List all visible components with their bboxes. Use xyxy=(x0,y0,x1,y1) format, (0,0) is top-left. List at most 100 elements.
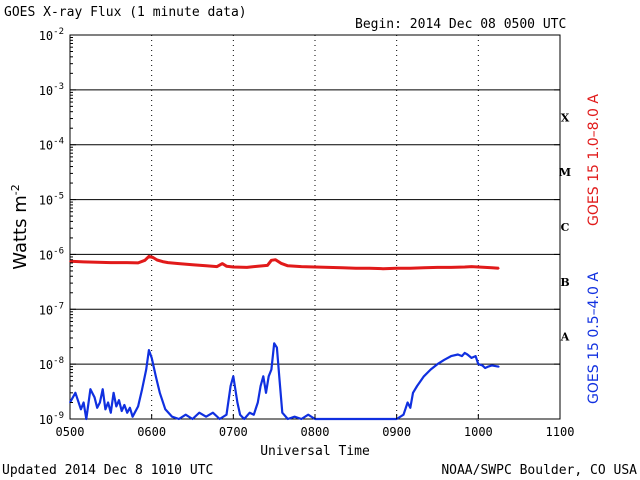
short-channel-point xyxy=(126,411,128,414)
short-channel-point xyxy=(112,392,115,394)
y-tick-label: 10-5 xyxy=(39,192,64,208)
long-channel-point xyxy=(368,267,371,270)
long-channel-point xyxy=(395,267,398,270)
flare-class-labels: X M C B A xyxy=(559,111,571,343)
short-channel-point xyxy=(101,388,104,391)
short-channel-point xyxy=(262,375,265,378)
short-channel-point xyxy=(287,418,289,420)
long-channel-point xyxy=(274,258,277,261)
short-channel-point xyxy=(293,415,296,418)
short-channel-point xyxy=(243,418,245,420)
short-channel-point xyxy=(155,375,157,378)
short-channel-point xyxy=(80,408,82,411)
x-tick-label: 1100 xyxy=(546,425,575,439)
short-channel-point xyxy=(368,418,371,420)
short-channel-point xyxy=(159,392,161,394)
grid xyxy=(70,35,560,419)
y-axis-label-base: Watts m xyxy=(10,195,31,269)
short-channel-point xyxy=(450,355,452,357)
short-channel-point xyxy=(107,401,109,404)
long-channel-point xyxy=(498,267,500,270)
short-channel-point xyxy=(257,401,259,404)
long-channel-point xyxy=(409,267,412,270)
long-channel-point xyxy=(137,262,139,264)
credit-text: NOAA/SWPC Boulder, CO USA xyxy=(441,463,637,478)
short-channel-point xyxy=(300,418,303,420)
long-channel-point xyxy=(161,260,164,263)
long-channel-point xyxy=(450,266,452,269)
short-channel-point xyxy=(461,355,463,357)
y-tick-label: 10-3 xyxy=(39,82,64,98)
legend-long-channel: GOES 15 1.0–8.0 A xyxy=(586,94,602,226)
short-channel-point xyxy=(382,418,384,420)
short-channel-point xyxy=(171,415,173,418)
short-channel-point xyxy=(248,411,251,414)
x-tick-label: 0600 xyxy=(137,425,166,439)
short-channel-point xyxy=(118,399,120,402)
short-channel-point xyxy=(487,365,489,368)
long-channel-point xyxy=(167,261,169,264)
short-channel-point xyxy=(148,349,150,351)
short-channel-point xyxy=(273,342,276,345)
short-channel-point xyxy=(498,365,500,368)
short-channel-point xyxy=(129,407,131,409)
short-channel-point xyxy=(229,385,232,387)
updated-timestamp: Updated 2014 Dec 8 1010 UTC xyxy=(2,463,213,478)
short-channel-point xyxy=(141,388,143,391)
long-channel-point xyxy=(423,267,425,269)
short-channel-point xyxy=(239,413,241,416)
chart-subtitle: Begin: 2014 Dec 08 0500 UTC xyxy=(355,17,566,32)
flare-class-label: X xyxy=(561,111,570,124)
y-tick-label: 10-4 xyxy=(39,137,64,153)
short-channel-point xyxy=(278,379,281,382)
long-channel-point xyxy=(152,256,154,259)
flare-class-label: C xyxy=(561,221,570,234)
short-channel-point xyxy=(225,413,228,416)
long-channel-point xyxy=(216,265,218,268)
short-channel-point xyxy=(307,413,310,416)
short-channel-point xyxy=(429,368,432,371)
long-channel-point xyxy=(266,264,269,267)
long-channel-point xyxy=(144,259,146,262)
short-channel-point xyxy=(270,368,273,371)
short-channel-point xyxy=(484,367,486,369)
short-channel-point xyxy=(470,357,473,359)
long-channel-point xyxy=(477,266,480,268)
long-channel-point xyxy=(270,259,273,262)
short-channel-point xyxy=(232,375,235,378)
short-channel-point xyxy=(120,410,123,412)
short-channel-point xyxy=(265,392,267,394)
short-channel-point xyxy=(457,353,459,356)
short-channel-point xyxy=(99,401,101,404)
short-channel-point xyxy=(402,413,405,416)
x-tick-label: 1000 xyxy=(464,425,493,439)
x-tick-label: 0900 xyxy=(382,425,411,439)
short-channel-point xyxy=(276,346,278,349)
long-channel-point xyxy=(221,262,224,265)
short-channel-point xyxy=(423,375,425,378)
long-channel-point xyxy=(327,266,330,269)
y-axis-label-exp: -2 xyxy=(9,184,22,195)
short-channel-point xyxy=(191,418,194,420)
short-channel-point xyxy=(184,413,187,416)
short-channel-point xyxy=(491,364,493,367)
long-channel-point xyxy=(341,267,344,269)
x-axis-ticks: 0500 0600 0700 0800 0900 1000 1100 xyxy=(56,414,575,439)
long-channel-point xyxy=(246,266,248,269)
long-channel-point xyxy=(69,260,71,263)
short-channel-point xyxy=(85,418,88,420)
short-channel-point xyxy=(150,357,153,359)
short-channel-point xyxy=(281,411,284,414)
long-channel-point xyxy=(355,267,357,270)
short-channel-point xyxy=(137,405,139,408)
y-tick-label: 10-8 xyxy=(39,356,64,372)
long-channel-point xyxy=(148,255,150,258)
chart-title: GOES X-ray Flux (1 minute data) xyxy=(4,5,247,20)
short-channel-point xyxy=(327,418,330,420)
long-channel-point xyxy=(314,266,316,268)
long-channel-point xyxy=(191,263,194,266)
short-channel-point xyxy=(115,405,118,408)
y-tick-label: 10-9 xyxy=(39,411,64,427)
short-channel-point xyxy=(474,355,477,357)
short-channel-point xyxy=(82,401,85,404)
